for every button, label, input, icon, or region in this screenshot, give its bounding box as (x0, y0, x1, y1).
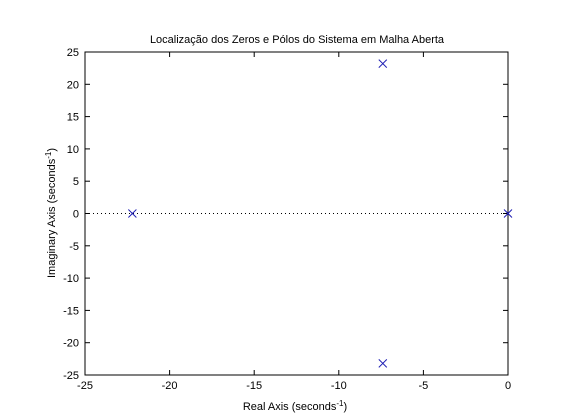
data-marks (128, 59, 513, 368)
pole-marker (503, 209, 513, 218)
y-tick-label: 10 (67, 144, 79, 156)
y-axis-label: Imaginary Axis (seconds-1) (44, 148, 58, 278)
x-tick-label: -25 (77, 380, 93, 392)
x-tick-label: -20 (162, 380, 178, 392)
y-tick-label: 25 (67, 47, 79, 59)
x-tick-label: -5 (419, 380, 429, 392)
pole-marker-stroke (128, 209, 137, 218)
y-tick-label: -20 (63, 338, 79, 350)
y-tick-label: 15 (67, 112, 79, 124)
pole-marker-stroke (378, 359, 388, 368)
plot-frame (84, 51, 509, 376)
y-tick-label: -25 (63, 370, 79, 382)
x-tick-label: -15 (246, 380, 262, 392)
plot-area (84, 51, 509, 376)
pole-marker-stroke (378, 59, 388, 68)
chart-title: Localização dos Zeros e Pólos do Sistema… (150, 34, 445, 46)
y-tick-label: -5 (69, 241, 79, 253)
y-tick-label: -15 (63, 305, 79, 317)
x-axis-label: Real Axis (seconds-1) (243, 399, 347, 413)
x-tick-label: 0 (505, 380, 511, 392)
x-tick-label: -10 (331, 380, 347, 392)
pole-marker (378, 359, 388, 368)
pole-marker (378, 59, 388, 68)
y-tick-label: 0 (73, 209, 79, 221)
y-tick-label: 5 (73, 176, 79, 188)
pole-marker-stroke (503, 209, 513, 218)
y-tick-label: -10 (63, 273, 79, 285)
pole-marker (128, 209, 137, 218)
y-tick-label: 20 (67, 79, 79, 91)
axis-ticks: -25 -20 -15 -10 -5 0 -25 -20 -15 -10 -5 0 5 10 15 20 25 (63, 47, 511, 392)
